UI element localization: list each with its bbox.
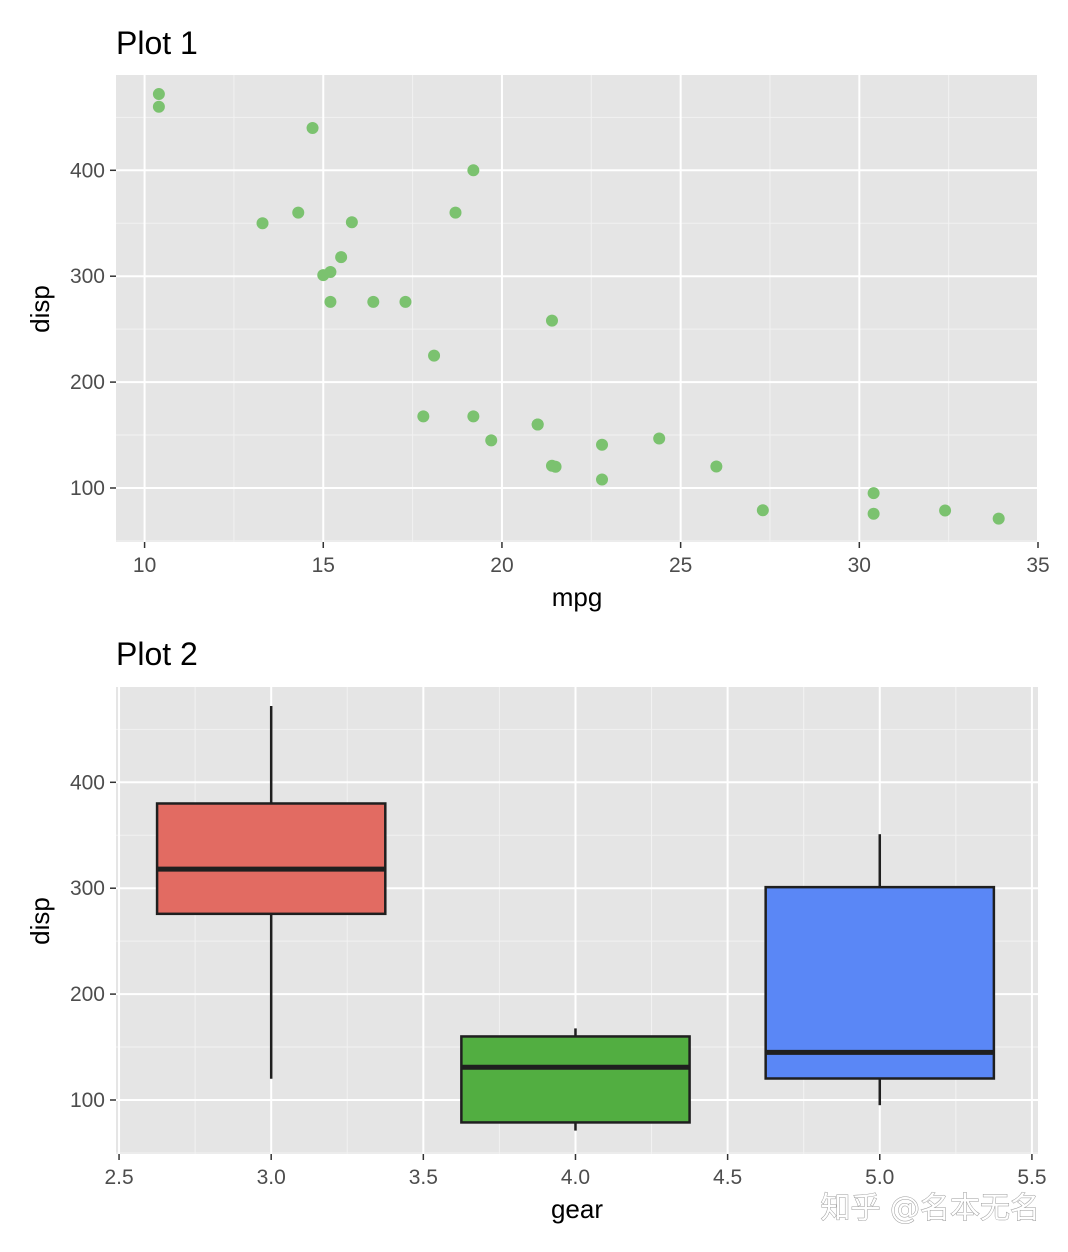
x-tick-label: 3.0 [257, 1166, 286, 1189]
plot-2-x-label: gear [551, 1194, 603, 1224]
box-body [460, 1035, 691, 1124]
x-tick-label: 30 [848, 554, 871, 577]
scatter-point [992, 512, 1005, 525]
plot-1-x-label: mpg [552, 582, 603, 612]
plot-2-x-axis: 2.5 3.0 3.5 4.0 4.5 5.0 5.5 [104, 1154, 1047, 1189]
watermark-text: 知乎 @名本无名 [820, 1191, 1040, 1226]
scatter-point [324, 295, 337, 308]
plot-1-y-axis: 100 200 300 400 [70, 159, 116, 500]
scatter-point [467, 410, 480, 423]
scatter-point [449, 206, 462, 219]
x-tick-label: 15 [312, 554, 335, 577]
box-gear-4 [460, 1028, 691, 1131]
x-tick-label: 5.0 [865, 1166, 894, 1189]
plot-2-y-axis: 100 200 300 400 [70, 771, 116, 1112]
scatter-point [939, 504, 952, 517]
y-tick-label: 400 [70, 771, 105, 794]
plot-1: Plot 1 10 15 20 25 30 35 100 200 300 400 mpg dis… [25, 25, 1050, 612]
scatter-point [596, 473, 609, 486]
scatter-point [345, 216, 358, 229]
scatter-point [867, 507, 880, 520]
x-tick-label: 5.5 [1017, 1166, 1046, 1189]
scatter-point [306, 121, 319, 134]
scatter-point [292, 206, 305, 219]
x-tick-label: 2.5 [104, 1166, 133, 1189]
scatter-point [399, 295, 412, 308]
y-tick-label: 100 [70, 477, 105, 500]
scatter-point [152, 100, 165, 113]
box-body [155, 802, 387, 916]
y-tick-label: 100 [70, 1089, 105, 1112]
plot-2-boxes [155, 706, 996, 1131]
scatter-point [653, 432, 666, 445]
box-gear-5 [764, 834, 996, 1106]
plot-2: Plot 2 2.5 3.0 3.5 4.0 4.5 5.0 5.5 100 200 300 40… [25, 636, 1047, 1224]
box-gear-3 [155, 706, 387, 1079]
scatter-point [710, 460, 723, 473]
x-tick-label: 35 [1026, 554, 1049, 577]
plot-1-x-axis: 10 15 20 25 30 35 [133, 542, 1050, 577]
plot-1-panel [116, 75, 1038, 542]
scatter-point [596, 438, 609, 451]
x-tick-label: 4.5 [713, 1166, 742, 1189]
scatter-point [317, 269, 330, 282]
plot-1-y-label: disp [25, 285, 55, 333]
y-tick-label: 200 [70, 371, 105, 394]
box-body [764, 885, 996, 1080]
scatter-point [256, 217, 269, 230]
scatter-point [531, 418, 544, 431]
scatter-point [485, 434, 498, 447]
x-tick-label: 3.5 [409, 1166, 438, 1189]
scatter-point [428, 349, 441, 362]
plot-1-gridlines [116, 75, 1039, 542]
plot-1-points [152, 88, 1005, 525]
x-tick-label: 4.0 [561, 1166, 590, 1189]
plot-2-y-label: disp [25, 897, 55, 945]
x-tick-label: 10 [133, 554, 156, 577]
y-tick-label: 200 [70, 983, 105, 1006]
scatter-point [335, 251, 348, 264]
x-tick-label: 20 [490, 554, 513, 577]
scatter-point [367, 295, 380, 308]
scatter-point [417, 410, 430, 423]
scatter-point [756, 504, 769, 517]
plot-1-title: Plot 1 [116, 25, 198, 61]
scatter-point [467, 164, 480, 177]
plot-2-title: Plot 2 [116, 636, 198, 672]
scatter-point [545, 459, 558, 472]
x-tick-label: 25 [669, 554, 692, 577]
y-tick-label: 400 [70, 159, 105, 182]
scatter-point [545, 314, 558, 327]
y-tick-label: 300 [70, 877, 105, 900]
y-tick-label: 300 [70, 265, 105, 288]
scatter-point [867, 487, 880, 500]
scatter-point [152, 88, 165, 101]
